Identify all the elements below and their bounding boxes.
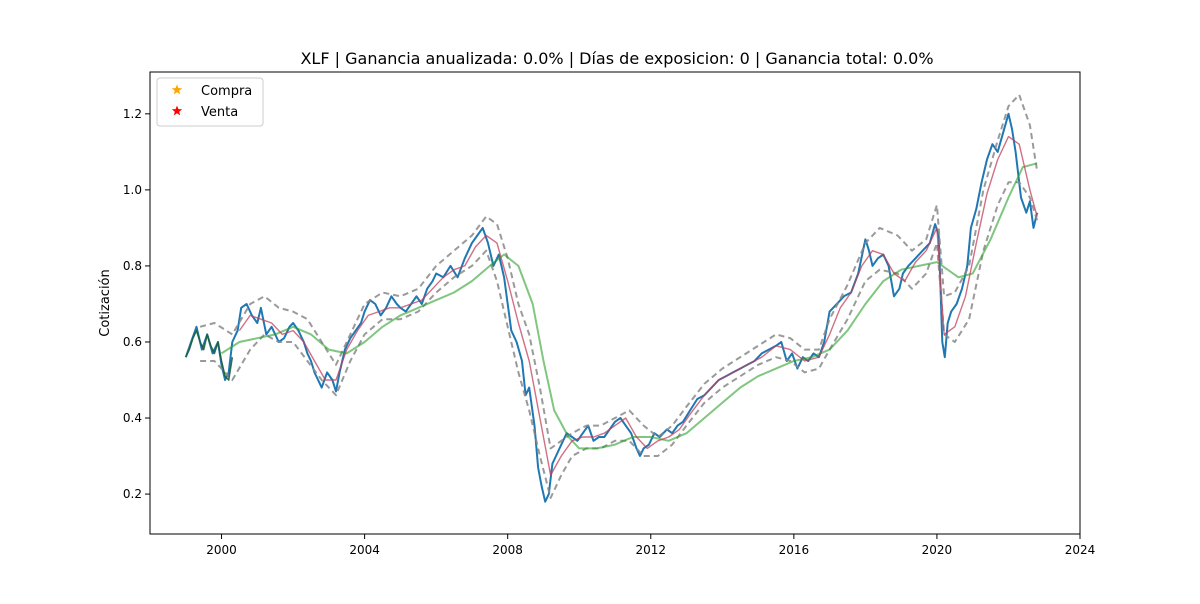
series-line-dashed-upper (199, 93, 1039, 450)
legend: Compra Venta (156, 77, 264, 127)
series-line-signal (238, 135, 1038, 476)
y-tick-label: 0.2 (123, 487, 142, 501)
chart-title: XLF | Ganancia anualizada: 0.0% | Días d… (300, 49, 933, 68)
legend-box (156, 77, 264, 127)
x-tick-label: 2016 (779, 543, 810, 557)
series-group (184, 93, 1039, 503)
plot-frame (149, 71, 1081, 535)
x-tick-label: 2000 (206, 543, 237, 557)
x-tick-label: 2020 (922, 543, 953, 557)
x-tick-label: 2004 (349, 543, 380, 557)
x-tick-label: 2008 (492, 543, 523, 557)
y-tick-label: 0.6 (123, 335, 142, 349)
series-line-signal-dark (185, 329, 234, 381)
axes: 2000 2004 2008 2012 2016 2020 2024 0.2 0.4 0.6 0.8… (123, 71, 1096, 557)
y-axis-label: Cotización (98, 269, 113, 336)
y-tick-label: 1.0 (123, 183, 142, 197)
y-tick-label: 0.4 (123, 411, 142, 425)
legend-compra-marker (171, 84, 183, 95)
x-tick-label: 2012 (635, 543, 666, 557)
y-tick-label: 0.8 (123, 259, 142, 273)
legend-compra-label: Compra (201, 84, 252, 99)
series-line-moving-average (220, 162, 1038, 450)
x-tick-label: 2024 (1065, 543, 1096, 557)
plot-area (184, 93, 1039, 503)
legend-venta-label: Venta (201, 105, 238, 120)
y-tick-label: 1.2 (123, 107, 142, 121)
legend-venta-marker (171, 105, 183, 116)
